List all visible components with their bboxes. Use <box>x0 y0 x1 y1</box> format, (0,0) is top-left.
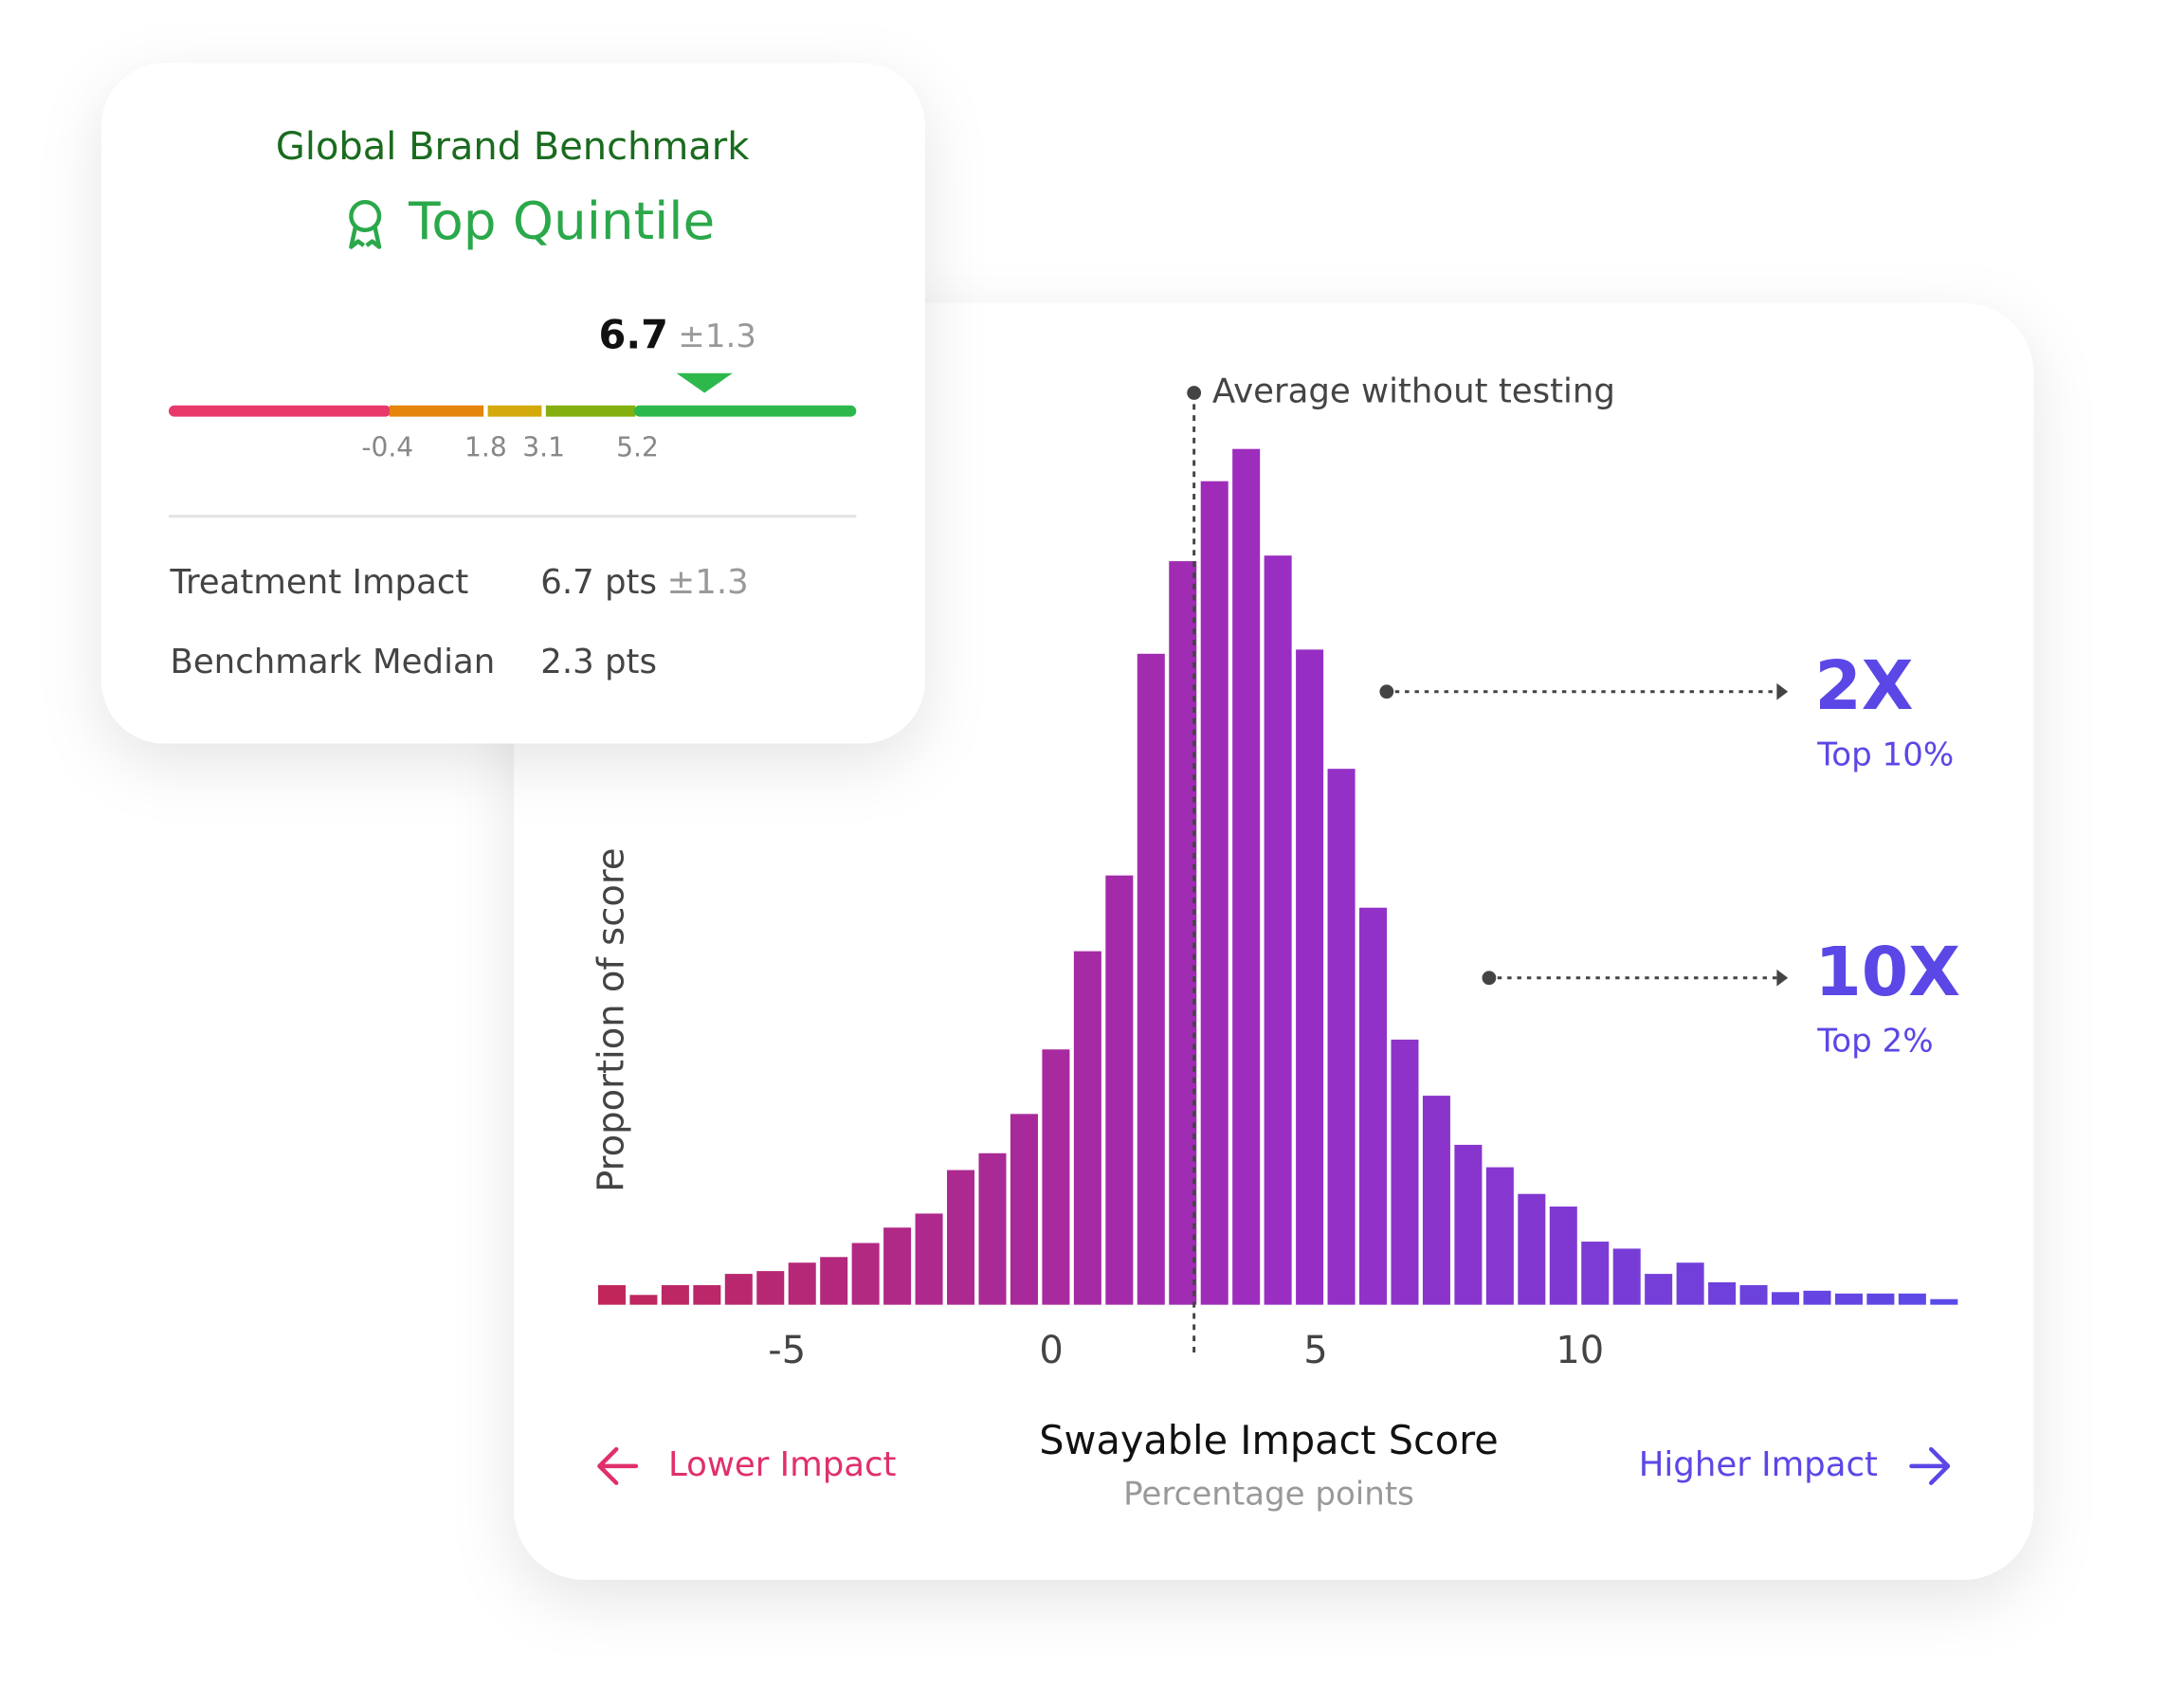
bar <box>788 1262 816 1305</box>
left-arrow-icon <box>597 1446 639 1485</box>
bar <box>629 1295 658 1305</box>
bar <box>1169 561 1197 1305</box>
bar <box>947 1170 975 1305</box>
bar <box>1645 1274 1673 1305</box>
bar <box>1485 1167 1514 1305</box>
bar <box>1898 1293 1926 1305</box>
bar <box>724 1274 753 1305</box>
bar <box>1708 1281 1737 1305</box>
average-dot <box>1187 386 1202 400</box>
bar <box>883 1227 912 1305</box>
x-axis-label: Swayable Impact Score <box>1039 1418 1499 1463</box>
average-label: Average without testing <box>1212 372 1615 410</box>
annotation-sublabel: Top 2% <box>1816 1022 1933 1060</box>
y-axis-label: Proportion of score <box>591 847 633 1191</box>
bar <box>1739 1284 1768 1305</box>
bar <box>1549 1207 1577 1305</box>
row-label: Benchmark Median <box>170 643 495 681</box>
x-axis-sublabel: Percentage points <box>1123 1475 1414 1513</box>
x-tick-label: -5 <box>768 1329 806 1372</box>
row-error: ±1.3 <box>666 563 748 602</box>
gauge-marker <box>676 372 733 393</box>
bar <box>1105 875 1134 1305</box>
annotation-label: 2X <box>1814 646 1913 725</box>
row-label: Treatment Impact <box>169 563 468 602</box>
bar <box>597 1284 626 1305</box>
bar <box>1359 907 1388 1305</box>
bar <box>915 1213 943 1305</box>
bar <box>1327 769 1356 1305</box>
right-arrow-icon <box>1909 1446 1951 1485</box>
bar <box>1010 1114 1038 1305</box>
lower-impact-label: Lower Impact <box>668 1445 897 1484</box>
award-icon <box>349 199 382 249</box>
bar <box>693 1284 721 1305</box>
bar <box>1391 1039 1419 1305</box>
gauge-value: 6.7 <box>599 313 668 358</box>
bar <box>1581 1242 1610 1305</box>
benchmark-title: Global Brand Benchmark <box>276 125 750 169</box>
bar <box>1930 1298 1958 1305</box>
bar <box>1771 1292 1800 1305</box>
bar <box>820 1257 848 1305</box>
bar <box>1200 481 1228 1305</box>
bar <box>1866 1293 1895 1305</box>
bar <box>661 1284 689 1305</box>
gauge-error: ±1.3 <box>678 318 756 355</box>
bar <box>851 1243 880 1305</box>
gauge: -0.4 1.8 3.1 5.2 <box>168 372 857 463</box>
bar <box>1073 951 1101 1305</box>
bar <box>1296 649 1324 1305</box>
bar <box>1454 1144 1483 1305</box>
bar <box>756 1271 785 1305</box>
annotation-dot <box>1379 684 1394 699</box>
bar <box>1834 1293 1863 1305</box>
x-tick-label: 0 <box>1039 1329 1063 1372</box>
benchmark-badge: Top Quintile <box>408 191 715 251</box>
bar <box>1676 1262 1704 1305</box>
gauge-tick-label: 1.8 <box>464 432 507 463</box>
bar <box>1042 1049 1070 1305</box>
row-value: 2.3 pts <box>540 643 657 681</box>
bar <box>1518 1193 1546 1305</box>
histogram: -5 0 5 10 Average without testing <box>597 372 1958 1372</box>
annotation-dot <box>1482 971 1497 986</box>
bar <box>1803 1290 1831 1305</box>
bar <box>978 1152 1007 1305</box>
bar <box>1422 1096 1450 1305</box>
bar <box>1232 448 1261 1305</box>
annotation-arrowhead <box>1776 969 1789 987</box>
x-tick-label: 10 <box>1556 1329 1604 1372</box>
annotation-sublabel: Top 10% <box>1816 735 1954 773</box>
bar <box>1264 555 1292 1305</box>
annotation-arrowhead <box>1776 682 1789 700</box>
bar <box>1612 1248 1641 1305</box>
bar <box>1137 653 1165 1305</box>
higher-impact-label: Higher Impact <box>1639 1445 1878 1484</box>
annotation-label: 10X <box>1814 933 1960 1011</box>
row-value: 6.7 pts <box>540 563 657 602</box>
gauge-tick-label: 5.2 <box>616 432 659 463</box>
x-tick-label: 5 <box>1303 1329 1327 1372</box>
gauge-tick-label: 3.1 <box>522 432 565 463</box>
gauge-tick-label: -0.4 <box>361 432 413 463</box>
benchmark-card <box>100 63 925 744</box>
